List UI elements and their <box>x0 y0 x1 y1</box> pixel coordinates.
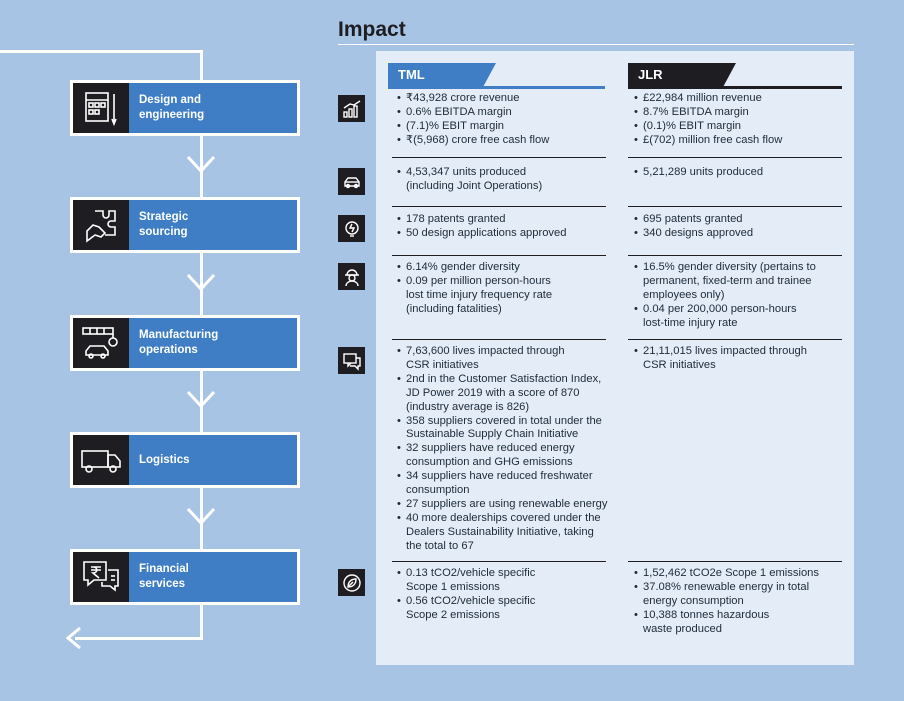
jlr-financials: £22,984 million revenue 8.7% EBITDA marg… <box>634 92 846 148</box>
chevron-down-icon <box>186 390 216 409</box>
leaf-icon <box>338 569 365 596</box>
stage-label: Strategic sourcing <box>129 200 297 250</box>
list-item: 1,52,462 tCO2e Scope 1 emissions <box>634 567 846 581</box>
row-divider <box>628 206 842 207</box>
jlr-people: 16.5% gender diversity (pertains to perm… <box>634 261 846 331</box>
stage-strategic-sourcing: Strategic sourcing <box>70 197 300 253</box>
tml-financials: ₹43,928 crore revenue 0.6% EBITDA margin… <box>397 92 609 148</box>
list-item: £22,984 million revenue <box>634 92 846 106</box>
list-item: (7.1)% EBIT margin <box>397 120 609 134</box>
chevron-down-icon <box>186 273 216 292</box>
tml-people: 6.14% gender diversity 0.09 per million … <box>397 261 609 317</box>
factory-car-icon <box>73 318 129 368</box>
row-divider <box>628 339 842 340</box>
row-divider <box>392 339 606 340</box>
column-bar-jlr <box>628 86 842 89</box>
column-header-tml: TML <box>388 63 605 89</box>
tml-units: 4,53,347 units produced (including Joint… <box>397 166 609 194</box>
list-item: 695 patents granted <box>634 213 846 227</box>
page-title: Impact <box>338 18 406 41</box>
list-item: 32 suppliers have reduced energy consump… <box>397 442 629 470</box>
bar-chart-icon <box>338 95 365 122</box>
stage-financial-services: Financial services <box>70 549 300 605</box>
list-item: 358 suppliers covered in total under the… <box>397 415 629 443</box>
list-item: 7,63,600 lives impacted through CSR init… <box>397 345 629 373</box>
column-tab-jlr: JLR <box>628 63 736 87</box>
row-divider <box>628 561 842 562</box>
list-item: 178 patents granted <box>397 213 609 227</box>
column-label-tml: TML <box>398 67 425 82</box>
list-item: 40 more dealerships covered under the De… <box>397 512 629 554</box>
chevron-down-icon <box>186 507 216 526</box>
jlr-social: 21,11,015 lives impacted through CSR ini… <box>634 345 846 373</box>
column-header-jlr: JLR <box>628 63 842 89</box>
list-item: ₹(5,968) crore free cash flow <box>397 134 609 148</box>
tml-patents: 178 patents granted 50 design applicatio… <box>397 213 609 241</box>
list-item: 6.14% gender diversity <box>397 261 609 275</box>
row-divider <box>392 561 606 562</box>
stage-label: Financial services <box>129 552 297 602</box>
list-item: 10,388 tonnes hazardous waste produced <box>634 609 846 637</box>
list-item: 0.04 per 200,000 person-hours lost-time … <box>634 303 846 331</box>
jlr-units: 5,21,289 units produced <box>634 166 846 180</box>
flow-line-bottom <box>75 637 203 640</box>
tml-environment: 0.13 tCO2/vehicle specific Scope 1 emiss… <box>397 567 609 623</box>
row-divider <box>628 157 842 158</box>
car-icon <box>338 168 365 195</box>
jlr-patents: 695 patents granted 340 designs approved <box>634 213 846 241</box>
puzzle-hand-icon <box>73 200 129 250</box>
tml-social: 7,63,600 lives impacted through CSR init… <box>397 345 629 554</box>
list-item: 0.09 per million person-hours lost time … <box>397 275 609 317</box>
row-divider <box>392 255 606 256</box>
list-item: 8.7% EBITDA margin <box>634 106 846 120</box>
flow-line-top <box>0 50 203 53</box>
stage-label: Design and engineering <box>129 83 297 133</box>
column-label-jlr: JLR <box>638 67 663 82</box>
title-divider <box>338 44 854 45</box>
list-item: 37.08% renewable energy in total energy … <box>634 581 846 609</box>
stage-manufacturing-operations: Manufacturing operations <box>70 315 300 371</box>
list-item: 27 suppliers are using renewable energy <box>397 498 629 512</box>
column-bar-tml <box>388 86 605 89</box>
column-tab-tml: TML <box>388 63 496 87</box>
rupee-chat-icon <box>73 552 129 602</box>
list-item: 4,53,347 units produced (including Joint… <box>397 166 609 194</box>
stage-design-engineering: Design and engineering <box>70 80 300 136</box>
list-item: 50 design applications approved <box>397 227 609 241</box>
list-item: 5,21,289 units produced <box>634 166 846 180</box>
row-divider <box>628 255 842 256</box>
chat-icon <box>338 347 365 374</box>
chevron-down-icon <box>186 155 216 174</box>
design-blueprint-icon <box>73 83 129 133</box>
list-item: £(702) million free cash flow <box>634 134 846 148</box>
list-item: 21,11,015 lives impacted through CSR ini… <box>634 345 846 373</box>
arrow-left-icon <box>65 626 81 650</box>
worker-icon <box>338 263 365 290</box>
row-divider <box>392 206 606 207</box>
jlr-environment: 1,52,462 tCO2e Scope 1 emissions 37.08% … <box>634 567 846 637</box>
row-divider <box>392 157 606 158</box>
list-item: (0.1)% EBIT margin <box>634 120 846 134</box>
list-item: 2nd in the Customer Satisfaction Index, … <box>397 373 629 415</box>
stage-logistics: Logistics <box>70 432 300 488</box>
truck-icon <box>73 435 129 485</box>
list-item: 340 designs approved <box>634 227 846 241</box>
stage-label: Manufacturing operations <box>129 318 297 368</box>
list-item: 0.6% EBITDA margin <box>397 106 609 120</box>
list-item: 0.13 tCO2/vehicle specific Scope 1 emiss… <box>397 567 609 595</box>
list-item: 0.56 tCO2/vehicle specific Scope 2 emiss… <box>397 595 609 623</box>
stage-label: Logistics <box>129 435 297 485</box>
lightbulb-icon <box>338 215 365 242</box>
list-item: 16.5% gender diversity (pertains to perm… <box>634 261 846 303</box>
list-item: 34 suppliers have reduced freshwater con… <box>397 470 629 498</box>
list-item: ₹43,928 crore revenue <box>397 92 609 106</box>
